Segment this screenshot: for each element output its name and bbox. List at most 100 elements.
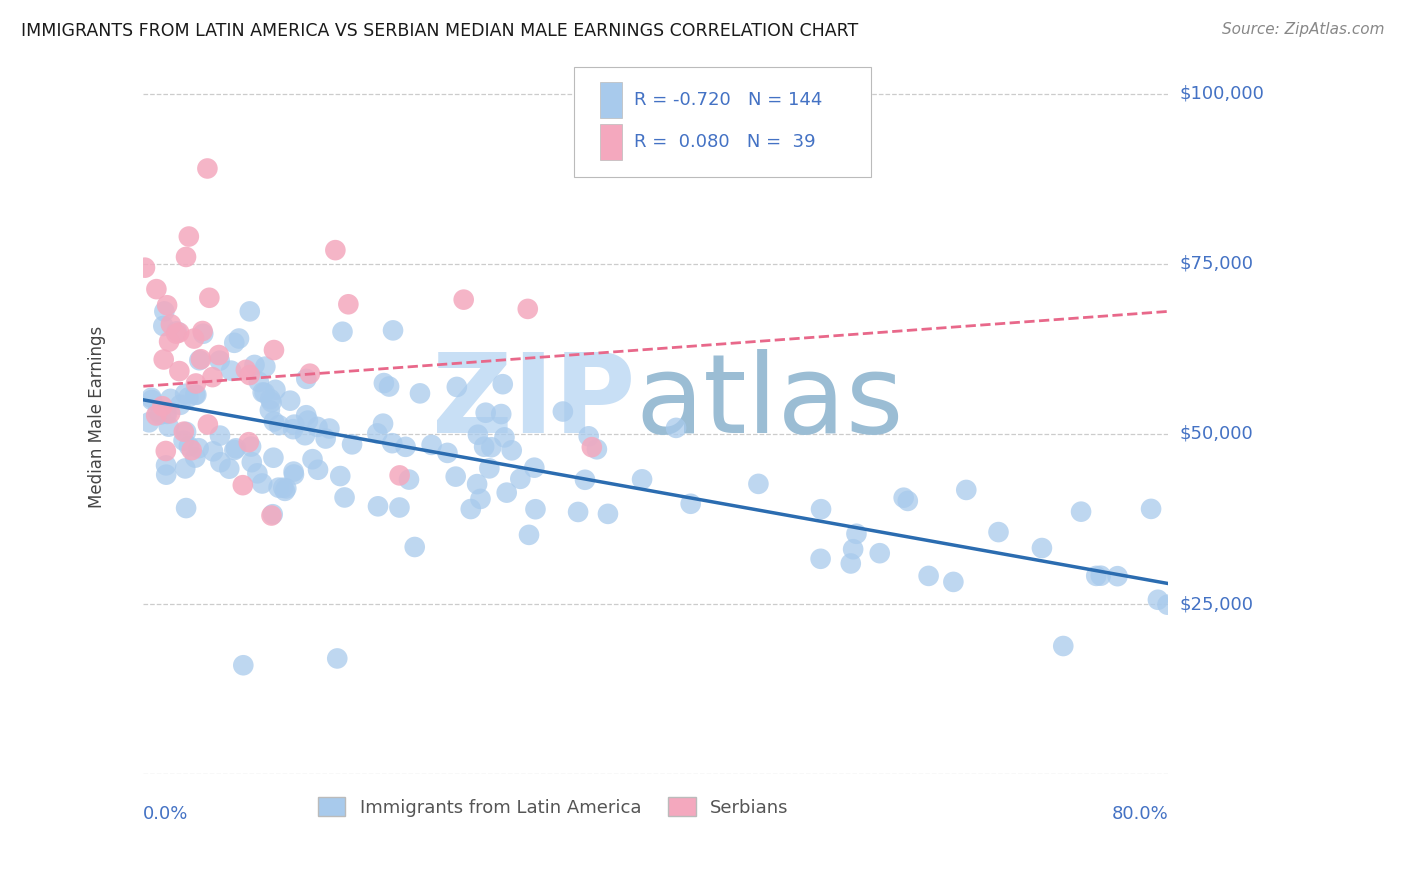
Point: [209, 455, 232, 469]
Point: [845, 526, 868, 541]
Point: [283, 467, 305, 482]
Point: [1140, 502, 1163, 516]
Point: [167, 326, 190, 340]
Text: IMMIGRANTS FROM LATIN AMERICA VS SERBIAN MEDIAN MALE EARNINGS CORRELATION CHART: IMMIGRANTS FROM LATIN AMERICA VS SERBIAN…: [21, 22, 858, 40]
Point: [381, 436, 404, 450]
Text: R =  0.080   N =  39: R = 0.080 N = 39: [634, 133, 815, 151]
Point: [238, 435, 260, 450]
Point: [295, 372, 318, 386]
Point: [596, 507, 619, 521]
Point: [247, 375, 270, 389]
Point: [318, 421, 340, 435]
Point: [232, 658, 254, 673]
Point: [252, 385, 274, 400]
Point: [156, 298, 179, 312]
Point: [224, 335, 246, 350]
Point: [186, 388, 208, 402]
Point: [228, 332, 250, 346]
Point: [869, 546, 891, 560]
Point: [160, 318, 183, 332]
Point: [254, 359, 277, 374]
Point: [208, 428, 231, 442]
Point: [240, 455, 263, 469]
Point: [578, 429, 600, 443]
Point: [169, 398, 191, 412]
Point: [839, 557, 862, 571]
Point: [174, 425, 197, 439]
Text: $25,000: $25,000: [1180, 595, 1254, 613]
Text: $75,000: $75,000: [1180, 255, 1254, 273]
Point: [264, 383, 287, 397]
Point: [153, 304, 176, 318]
Point: [174, 387, 197, 401]
Point: [155, 458, 177, 473]
Point: [409, 386, 432, 401]
Point: [917, 569, 939, 583]
Point: [551, 404, 574, 418]
Point: [150, 399, 173, 413]
Point: [420, 438, 443, 452]
Point: [326, 651, 349, 665]
Point: [453, 293, 475, 307]
Point: [942, 574, 965, 589]
Point: [138, 415, 160, 429]
Point: [263, 415, 285, 429]
Point: [524, 502, 547, 516]
Point: [193, 326, 215, 341]
Point: [388, 468, 411, 483]
Point: [340, 437, 363, 451]
Point: [208, 348, 231, 362]
Point: [174, 501, 197, 516]
Point: [446, 380, 468, 394]
Point: [1085, 569, 1108, 583]
Point: [202, 444, 225, 458]
Point: [145, 409, 167, 423]
Point: [679, 497, 702, 511]
Point: [523, 460, 546, 475]
Point: [1090, 568, 1112, 582]
Point: [262, 450, 284, 465]
Point: [501, 443, 523, 458]
Text: ZIP: ZIP: [432, 349, 636, 456]
Legend: Immigrants from Latin America, Serbians: Immigrants from Latin America, Serbians: [309, 789, 797, 826]
Point: [235, 363, 257, 377]
Point: [893, 491, 915, 505]
Point: [208, 353, 231, 368]
Point: [586, 442, 609, 457]
Point: [509, 472, 531, 486]
Point: [631, 472, 654, 486]
Point: [404, 540, 426, 554]
Point: [177, 439, 200, 453]
Point: [166, 324, 188, 338]
Text: $100,000: $100,000: [1180, 85, 1264, 103]
Point: [283, 417, 305, 432]
Point: [478, 461, 501, 475]
Text: R = -0.720   N = 144: R = -0.720 N = 144: [634, 91, 823, 110]
Point: [1052, 639, 1074, 653]
Point: [460, 502, 482, 516]
Point: [267, 418, 290, 433]
Point: [295, 409, 318, 423]
Point: [259, 392, 281, 406]
Point: [271, 481, 294, 495]
Point: [371, 417, 394, 431]
Point: [187, 441, 209, 455]
Point: [337, 297, 360, 311]
Point: [191, 324, 214, 338]
Point: [174, 250, 197, 264]
Point: [180, 443, 202, 458]
Point: [398, 473, 420, 487]
Point: [388, 500, 411, 515]
Point: [842, 542, 865, 557]
Point: [165, 326, 187, 341]
Point: [184, 376, 207, 391]
Point: [333, 491, 356, 505]
Point: [239, 368, 262, 382]
Point: [240, 440, 263, 454]
Point: [260, 508, 283, 523]
Point: [294, 428, 316, 442]
Point: [283, 465, 305, 479]
Point: [232, 478, 254, 492]
Point: [219, 364, 242, 378]
Point: [169, 364, 191, 378]
